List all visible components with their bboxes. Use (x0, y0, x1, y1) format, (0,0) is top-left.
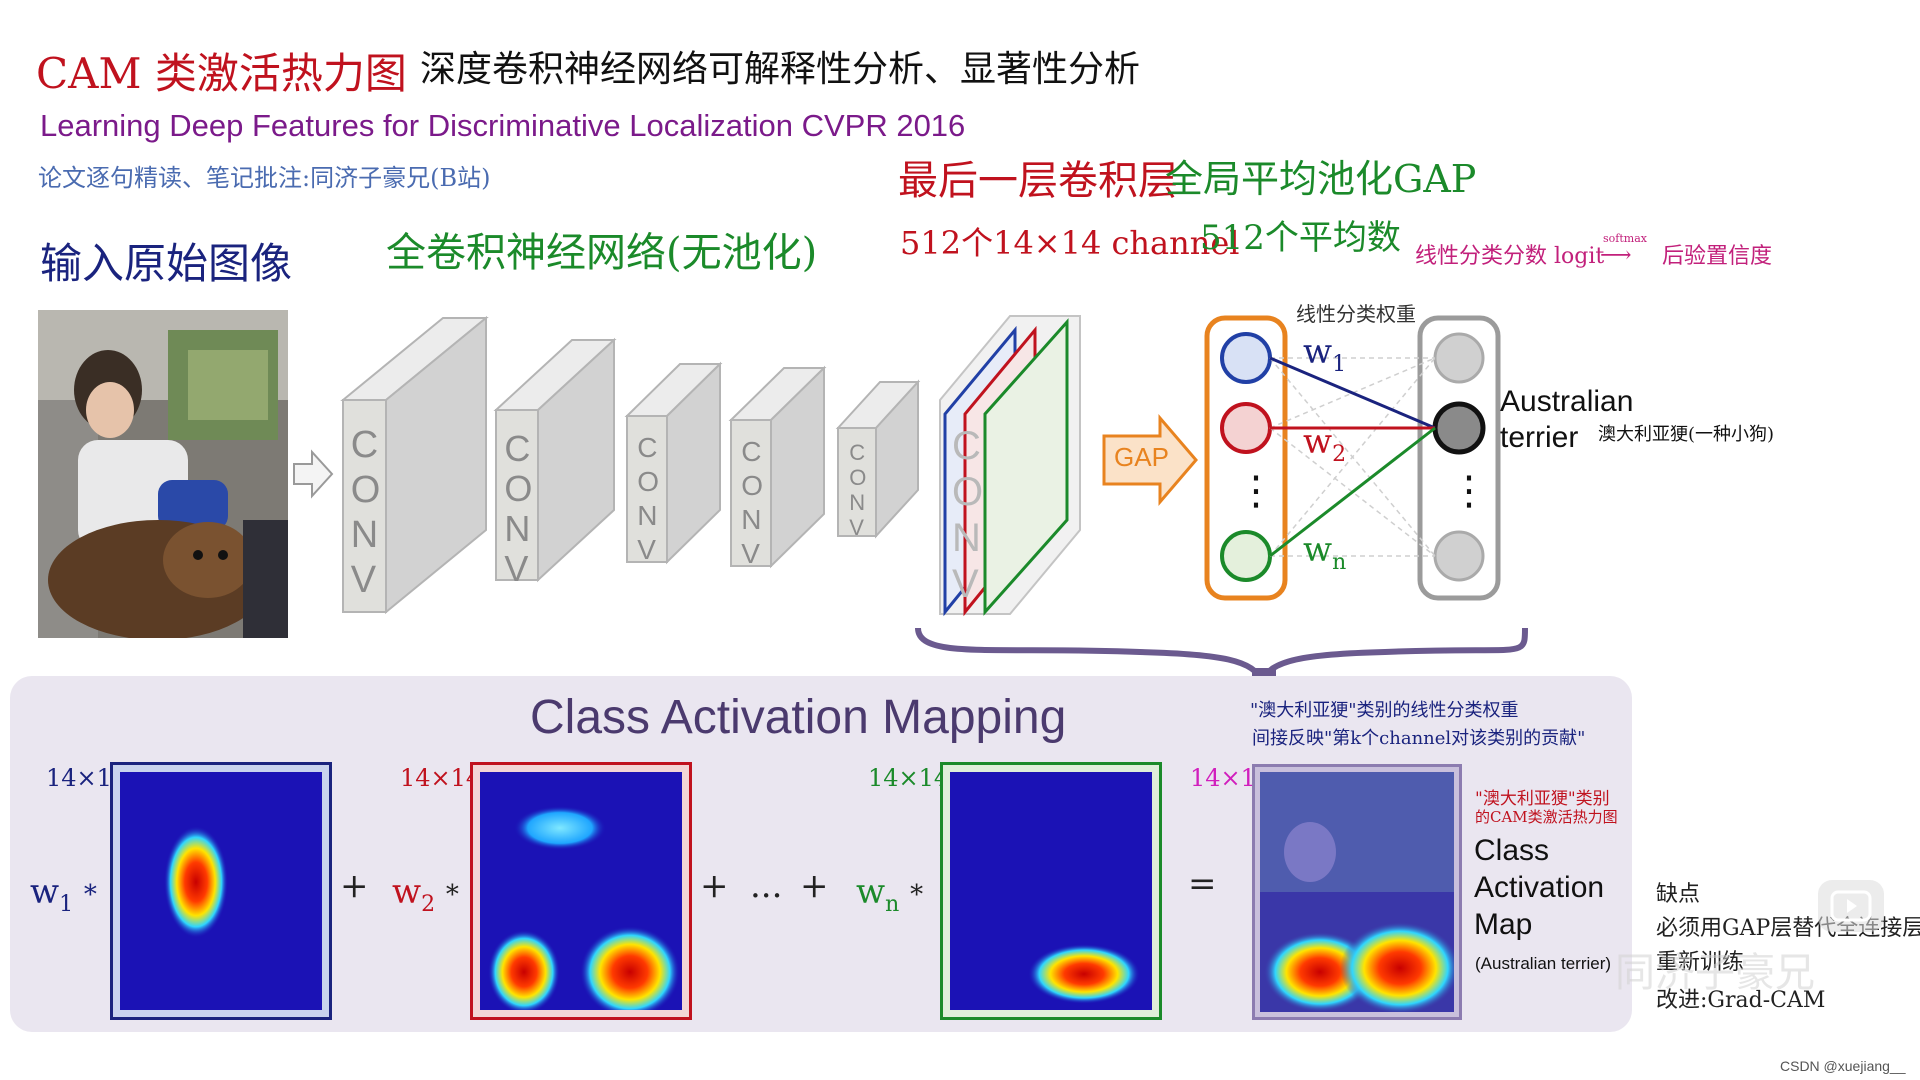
output-ellipsis: ⋮ (1449, 468, 1489, 514)
cam-title: CAM 类激活热力图 (36, 49, 407, 98)
cam-result (1260, 772, 1454, 1012)
term-w1: w1 * (30, 872, 97, 917)
conv-letter: N (849, 490, 866, 515)
conv-letter: C (504, 428, 531, 469)
conv-letter: O (350, 469, 381, 511)
paper-title: Learning Deep Features for Discriminativ… (40, 108, 966, 143)
size-label-2: 14×14 (400, 764, 482, 792)
confidence-note: 后验置信度 (1662, 244, 1773, 269)
channels-note: 512个14×14 channel (900, 224, 1240, 262)
size-label-3: 14×14 (868, 764, 950, 792)
output-column (1417, 315, 1501, 601)
plus-1: + (340, 866, 369, 906)
faint-connections (1269, 357, 1436, 557)
cam-weights-note-2: 间接反映"第k个channel对该类别的贡献" (1252, 728, 1586, 749)
output-node-target (1432, 401, 1486, 455)
weight-label-1: w1 (1303, 332, 1347, 377)
conv-letter: O (849, 465, 867, 490)
softmax-arrow-icon: ⟶ (1600, 243, 1632, 268)
weight-label-2: w2 (1303, 422, 1347, 467)
conv-letter: C (741, 436, 762, 467)
plus-2: + (700, 866, 729, 906)
conv-block-5 (835, 379, 921, 539)
conv-letter: V (741, 538, 760, 569)
conv-letter: C (637, 432, 658, 463)
cam-result-sublabel: (Australian terrier) (1475, 954, 1612, 973)
conv-block-2 (493, 337, 617, 583)
gap-arrow (1102, 413, 1198, 507)
feature-map-green (983, 318, 1069, 616)
cam-result-label: Class Activation Map (1474, 834, 1605, 941)
plus-3: + (800, 866, 829, 906)
gap-node-1 (1220, 332, 1272, 384)
conv-letter: C (350, 424, 379, 466)
conv-letter: N (637, 500, 658, 531)
ghost-watermark: 同济子豪兄 (1615, 950, 1815, 996)
conv-letter: V (637, 534, 656, 565)
ellipsis: ... (750, 866, 783, 906)
watermark: CSDN @xuejiang__ (1780, 1058, 1906, 1074)
conv-block-1 (340, 315, 489, 615)
input-image-note: 输入原始图像 (40, 239, 293, 288)
output-class-label: Australian terrier (1500, 385, 1634, 454)
cam-subtitle: 深度卷积神经网络可解释性分析、显著性分析 (420, 49, 1141, 90)
conv-letter: N (504, 508, 531, 549)
heatmap-1 (120, 772, 322, 1010)
conv-letter: C (952, 424, 981, 468)
output-node-n (1433, 530, 1485, 582)
conv-letter: O (952, 470, 984, 514)
gap-column (1204, 315, 1288, 601)
gap-ellipsis: ⋮ (1236, 468, 1276, 514)
weight-label-n: wn (1303, 530, 1347, 575)
conv-letter: N (350, 514, 379, 556)
conv-letter: O (637, 466, 659, 497)
output-node-1 (1433, 332, 1485, 384)
conv-letter: V (952, 562, 979, 606)
fcn-note: 全卷积神经网络(无池化) (386, 230, 818, 276)
heatmap-n (950, 772, 1152, 1010)
softmax-note: softmax (1603, 232, 1647, 245)
gap-label: GAP (1114, 442, 1169, 472)
conv-letter: N (952, 516, 981, 560)
conv-letter: V (350, 559, 377, 601)
gap-node-2 (1220, 402, 1272, 454)
cam-map-note-2: 的CAM类激活热力图 (1475, 808, 1618, 826)
cons-item-2: 重新训练 (1656, 950, 1745, 975)
conv-letter: C (849, 440, 866, 465)
averages-note: 512个平均数 (1200, 218, 1401, 258)
cam-heading: Class Activation Mapping (530, 691, 1067, 744)
conv-letter: N (741, 504, 762, 535)
conv-block-last (939, 315, 1081, 617)
equals-sign: = (1188, 864, 1217, 904)
conv-block-3 (624, 361, 723, 565)
conv-letter: O (504, 468, 533, 509)
weight-line-1 (1269, 356, 1436, 430)
play-icon (1830, 890, 1872, 922)
term-w2: w2 * (392, 872, 459, 917)
input-photo (38, 310, 288, 638)
notes-credit: 论文逐句精读、笔记批注:同济子豪兄(B站) (38, 164, 491, 192)
class-cn-note: 澳大利亚㹴(一种小狗) (1598, 424, 1775, 445)
cons-heading: 缺点 (1656, 882, 1701, 907)
input-arrow-icon (292, 448, 334, 504)
weight-line-n (1269, 426, 1436, 558)
gap-node-n (1220, 530, 1272, 582)
conv-block-4 (728, 365, 827, 569)
logit-note: 线性分类分数 logit (1415, 244, 1605, 269)
gap-note: 全局平均池化GAP (1165, 157, 1477, 201)
heatmap-2 (480, 772, 682, 1010)
linear-weights-note: 线性分类权重 (1296, 302, 1416, 326)
term-wn: wn * (856, 872, 924, 917)
improvement-note: 改进:Grad-CAM (1656, 988, 1826, 1013)
conv-letter: O (741, 470, 763, 501)
play-button[interactable] (1818, 880, 1884, 932)
cam-map-note-1: "澳大利亚㹴"类别 (1475, 789, 1610, 809)
conv-letter: V (849, 515, 864, 540)
conv-letter: V (504, 548, 529, 589)
cam-weights-note-1: "澳大利亚㹴"类别的线性分类权重 (1250, 700, 1519, 721)
last-conv-layer-note: 最后一层卷积层 (898, 158, 1178, 204)
brace-icon (915, 627, 1528, 692)
